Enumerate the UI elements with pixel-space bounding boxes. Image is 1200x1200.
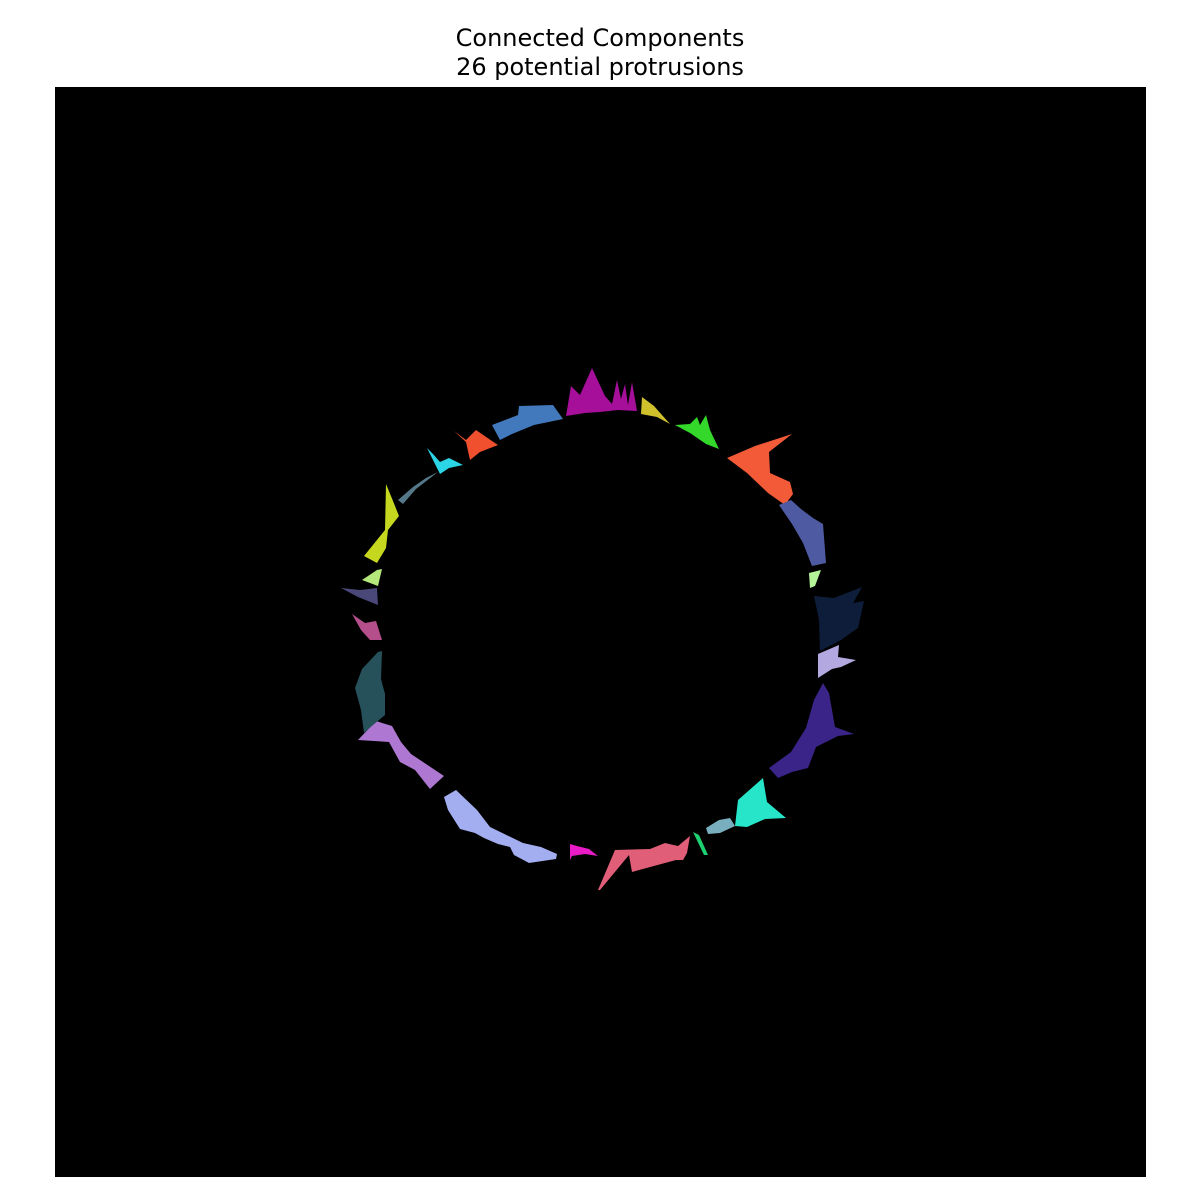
figure-subtitle: 26 potential protrusions <box>456 53 744 81</box>
component-region-17 <box>355 651 385 733</box>
component-region-6 <box>809 570 821 588</box>
component-region-14 <box>570 844 598 860</box>
component-region-25 <box>492 405 563 440</box>
component-region-10 <box>735 778 786 827</box>
component-region-1 <box>566 368 637 416</box>
component-region-12 <box>693 832 708 855</box>
component-region-8 <box>818 645 856 678</box>
component-image <box>55 87 1146 1177</box>
component-region-24 <box>454 430 498 460</box>
figure-title: Connected Components <box>455 24 745 52</box>
component-region-20 <box>362 569 382 586</box>
component-region-21 <box>364 484 399 563</box>
component-region-9 <box>769 683 854 778</box>
component-region-4 <box>727 434 793 505</box>
component-region-7 <box>814 587 864 651</box>
component-region-16 <box>358 721 444 789</box>
component-map <box>341 368 864 890</box>
component-region-22 <box>398 472 438 504</box>
component-region-13 <box>598 836 690 890</box>
component-region-5 <box>779 500 826 566</box>
component-region-19 <box>341 588 378 605</box>
component-region-11 <box>706 818 735 834</box>
component-region-18 <box>352 614 382 640</box>
component-region-15 <box>444 790 557 863</box>
component-region-3 <box>675 415 719 449</box>
component-region-26 <box>641 397 670 424</box>
component-region-23 <box>427 448 463 474</box>
figure-title-block: Connected Components 26 potential protru… <box>0 24 1200 82</box>
